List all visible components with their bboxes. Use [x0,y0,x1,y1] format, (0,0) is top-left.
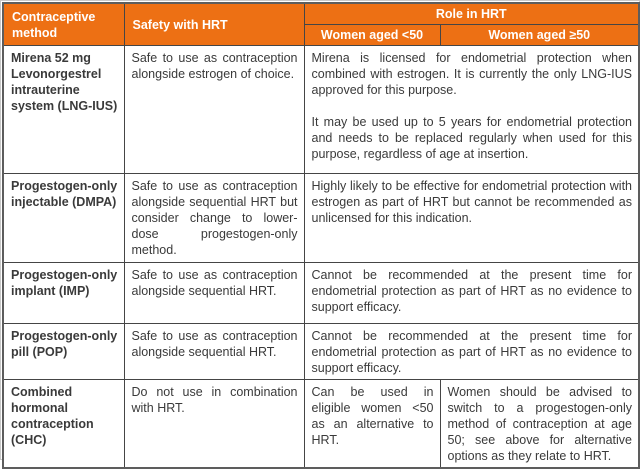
table-header: Contraceptive method Safety with HRT Rol… [2,2,640,46]
safety-cell: Safe to use as contraception alongside s… [123,262,305,324]
header-role-in-hrt: Role in HRT [303,2,640,25]
table-row-chc: Combined hormonal contraception (CHC) Do… [2,379,640,469]
method-cell: Combined hormonal contraception (CHC) [2,379,125,469]
table-row-imp: Progestogen-only implant (IMP) Safe to u… [2,262,640,324]
method-cell: Progestogen-only injectable (DMPA) [2,173,125,263]
method-cell: Progestogen-only implant (IMP) [2,262,125,324]
safety-cell: Safe to use as contraception alongside e… [123,45,305,174]
role-paragraph-2: It may be used up to 5 years for endomet… [311,115,633,161]
table-row-dmpa: Progestogen-only injectable (DMPA) Safe … [2,173,640,263]
method-cell: Mirena 52 mg Levonorgestrel intrauterine… [2,45,125,174]
header-safety-with-hrt: Safety with HRT [123,2,305,46]
method-cell: Progestogen-only pill (POP) [2,323,125,380]
header-row-sub: Women aged <50 Women aged ≥50 [3,24,640,46]
role-cell: Cannot be recommended at the present tim… [303,323,640,380]
role-paragraph-1: Mirena is licensed for endometrial prote… [311,51,633,97]
role-cell: Cannot be recommended at the present tim… [303,262,640,324]
safety-cell: Do not use in combination with HRT. [123,379,305,469]
role-over-50-cell: Women should be advised to switch to a p… [439,379,640,469]
header-row-main: Contraceptive method Safety with HRT Rol… [2,2,640,46]
role-cell: Highly likely to be effective for endome… [303,173,640,263]
header-women-over-50: Women aged ≥50 [439,24,640,46]
role-under-50-cell: Can be used in eligible women <50 as an … [303,379,441,469]
header-women-under-50: Women aged <50 [303,24,441,46]
table-row-pop: Progestogen-only pill (POP) Safe to use … [2,323,640,380]
table-row-lng-ius: Mirena 52 mg Levonorgestrel intrauterine… [2,45,640,174]
header-contraceptive-method: Contraceptive method [2,2,125,46]
role-cell: Mirena is licensed for endometrial prote… [303,45,640,174]
safety-cell: Safe to use as contraception alongside s… [123,323,305,380]
safety-cell: Safe to use as contraception alongside s… [123,173,305,263]
